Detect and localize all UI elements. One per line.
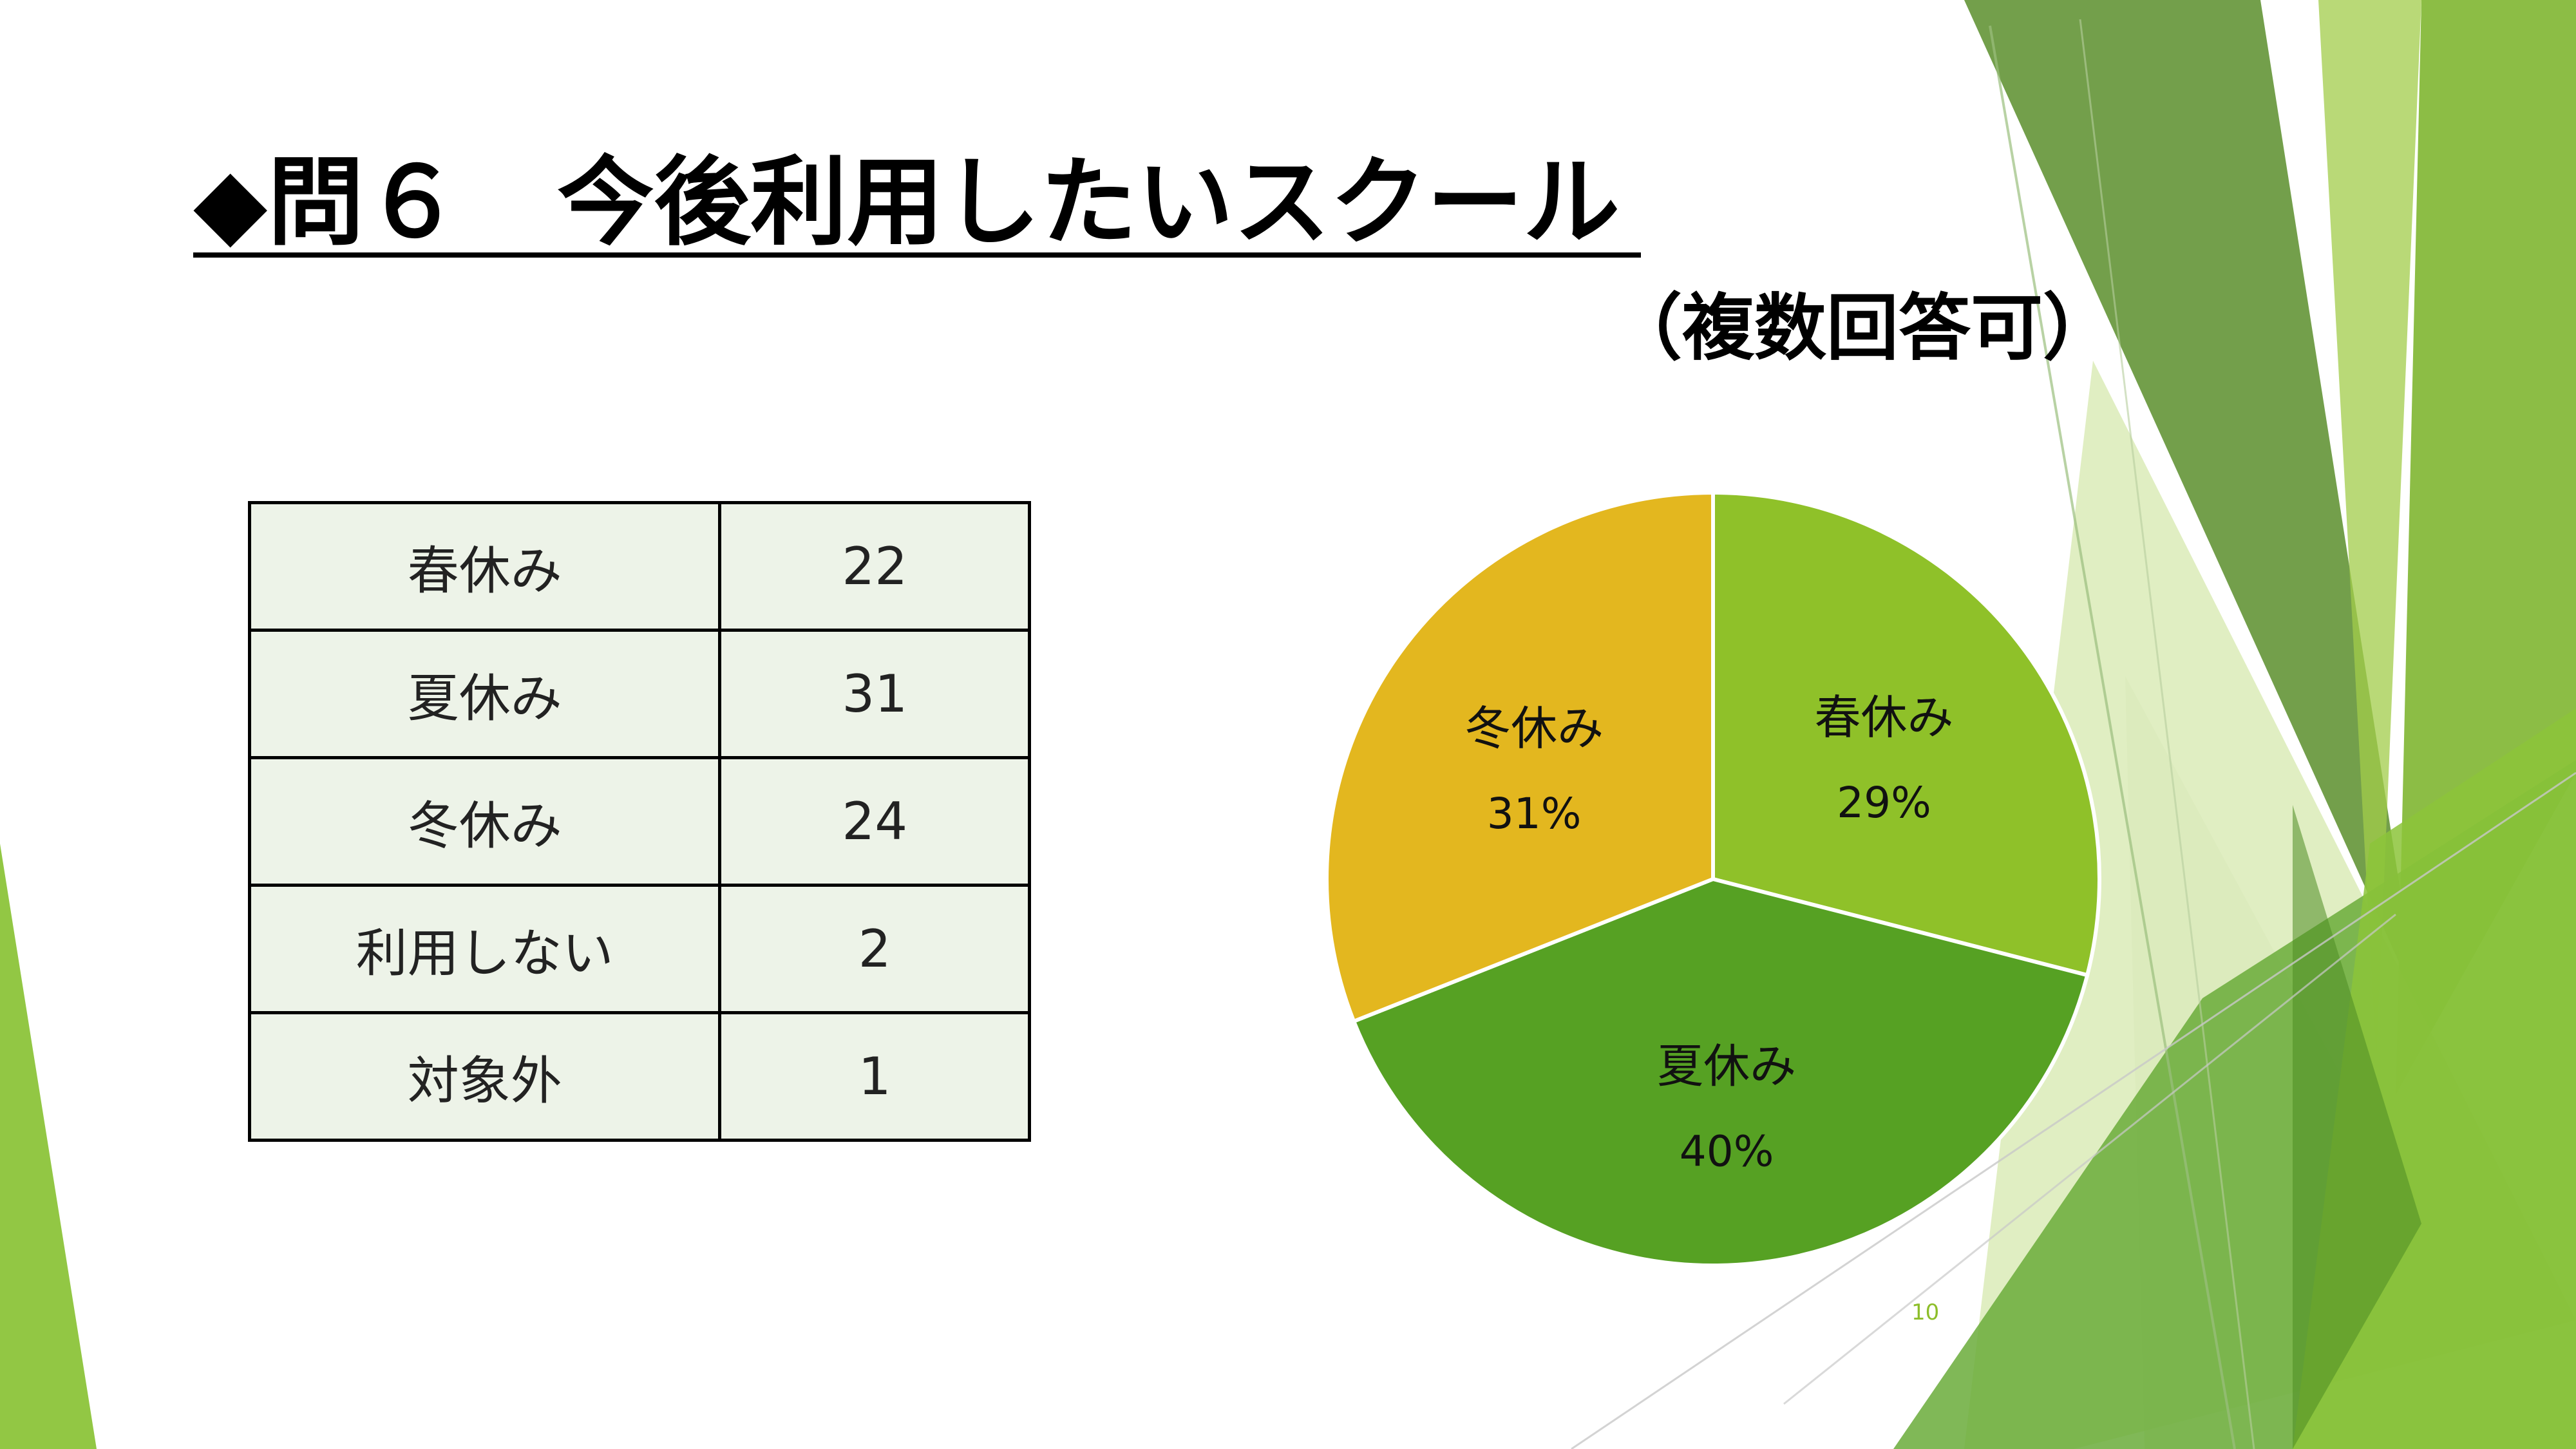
title-underline [193, 252, 1641, 258]
pie-category-label: 冬休み [1464, 701, 1604, 755]
table-row: 対象外 1 [247, 1011, 1031, 1142]
table-cell-label: 夏休み [247, 629, 722, 759]
page-number: 10 [1911, 1300, 1940, 1325]
pie-percent-label: 40% [1680, 1126, 1774, 1176]
pie-category-label: 夏休み [1657, 1039, 1796, 1093]
table-cell-value: 22 [718, 501, 1031, 632]
table-row: 夏休み 31 [247, 629, 1031, 759]
pie-category-label: 春休み [1814, 690, 1953, 744]
table-row: 春休み 22 [247, 501, 1031, 632]
slide-title: ◆問６ 今後利用したいスクール [193, 147, 1620, 259]
table-row: 利用しない 2 [247, 884, 1031, 1014]
response-table: 春休み 22 夏休み 31 冬休み 24 利用しない 2 対象外 1 [247, 501, 1031, 1142]
table-cell-value: 31 [718, 629, 1031, 759]
pie-slice [1711, 490, 2101, 978]
pie-percent-label: 29% [1837, 778, 1931, 828]
table-row: 冬休み 24 [247, 756, 1031, 887]
table-cell-label: 春休み [247, 501, 722, 632]
pie-slice [1351, 876, 2090, 1267]
table-cell-label: 利用しない [247, 884, 722, 1014]
table-cell-value: 2 [718, 884, 1031, 1014]
pie-chart: 春休み 29% 夏休み 40% 冬休み 31% [1325, 490, 2101, 1267]
pie-slice [1325, 490, 1715, 1024]
pie-percent-label: 31% [1487, 789, 1582, 838]
table-cell-value: 24 [718, 756, 1031, 887]
slide-subtitle: （複数回答可） [1610, 287, 2115, 370]
table-cell-value: 1 [718, 1011, 1031, 1142]
table-cell-label: 冬休み [247, 756, 722, 887]
table-cell-label: 対象外 [247, 1011, 722, 1142]
